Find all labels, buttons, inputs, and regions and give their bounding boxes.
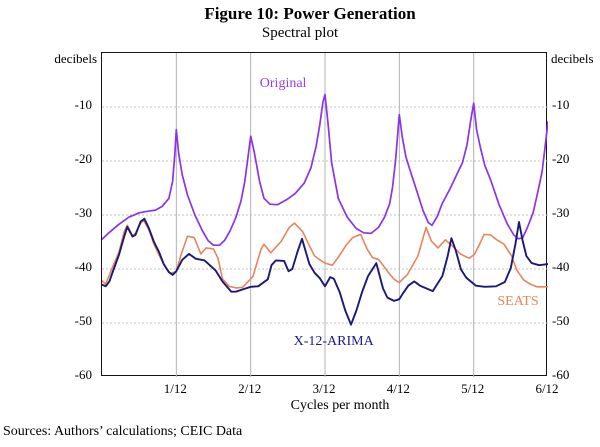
y-tick-label: -40	[552, 259, 570, 274]
x-tick-label: 5/12	[461, 381, 485, 396]
figure-subtitle: Spectral plot	[261, 25, 339, 41]
y-tick-label: -60	[552, 367, 570, 382]
x-tick-label: 1/12	[163, 381, 187, 396]
series-line-x-12-arima	[102, 217, 548, 326]
y-tick-label: -10	[74, 97, 92, 112]
y-tick-label: -40	[74, 259, 92, 274]
y-tick-label: -60	[74, 367, 92, 382]
y-tick-label: -50	[552, 313, 570, 328]
y-axis-unit-left: decibels	[54, 51, 97, 66]
y-tick-label: -30	[552, 205, 570, 220]
y-axis-unit-right: decibels	[551, 51, 594, 66]
series-label-original: Original	[259, 75, 307, 91]
figure-title: Figure 10: Power Generation	[204, 4, 416, 23]
x-tick-label: 4/12	[386, 381, 410, 396]
x-axis-title: Cycles per month	[290, 398, 390, 413]
series-label-x-12-arima: X-12-ARIMA	[293, 333, 374, 349]
series-label-seats: SEATS	[497, 294, 539, 310]
source-note: Sources: Authors’ calculations; CEIC Dat…	[3, 424, 243, 439]
y-tick-label: -20	[74, 151, 92, 166]
x-tick-label: 2/12	[238, 381, 262, 396]
y-tick-label: -50	[74, 313, 92, 328]
x-tick-label: 6/12	[535, 381, 559, 396]
series-line-original	[102, 93, 548, 247]
plot-area	[101, 52, 548, 377]
y-tick-label: -10	[552, 97, 570, 112]
spectral-plot-svg	[102, 53, 548, 377]
series-line-seats	[102, 219, 548, 289]
y-tick-label: -20	[552, 151, 570, 166]
x-tick-label: 3/12	[312, 381, 336, 396]
y-tick-label: -30	[74, 205, 92, 220]
